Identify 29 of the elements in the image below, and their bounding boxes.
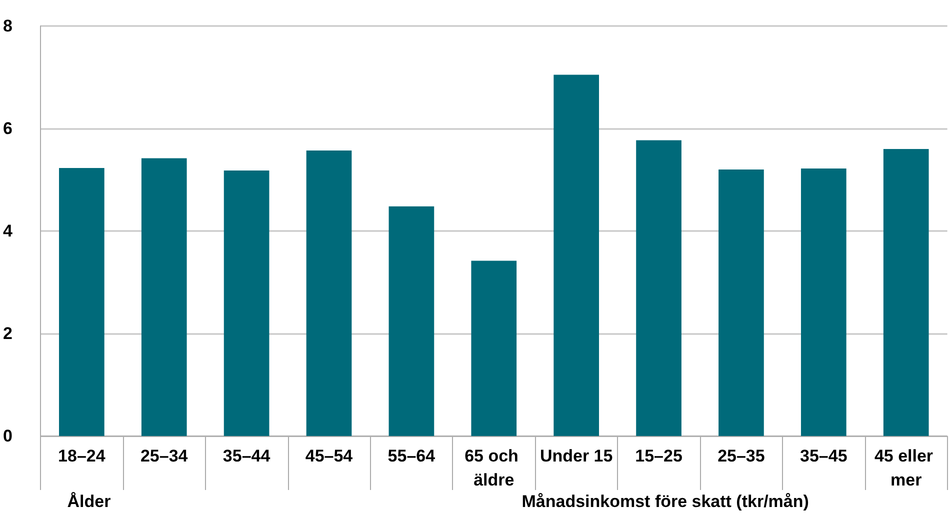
x-tick-label: 55–64 bbox=[388, 446, 436, 466]
y-tick-label: 4 bbox=[2, 222, 13, 240]
text: Ålder bbox=[67, 492, 112, 511]
y-tick-label: 0 bbox=[2, 426, 12, 446]
text: Månadsinkomst före skatt (tkr/mån) bbox=[522, 492, 809, 511]
x-tick-label: 15–25 bbox=[635, 446, 682, 466]
x-tick-label: 35–44 bbox=[222, 446, 271, 466]
bar bbox=[800, 168, 846, 436]
y-tick-label: 6 bbox=[2, 119, 12, 138]
y-tick-label: 2 bbox=[2, 324, 12, 343]
x-tick-label: 65 och äldre bbox=[464, 446, 524, 490]
x-tick-label: 25–34 bbox=[140, 446, 188, 466]
bar bbox=[388, 206, 434, 436]
bar bbox=[471, 260, 517, 436]
bar bbox=[59, 168, 104, 436]
x-tick-label: 18–24 bbox=[58, 446, 106, 466]
bar bbox=[141, 158, 187, 436]
bar bbox=[636, 140, 682, 436]
bar bbox=[554, 74, 599, 436]
x-tick-label: Under 15 bbox=[540, 446, 613, 466]
x-tick-label: 35–45 bbox=[800, 446, 848, 466]
bar bbox=[718, 170, 764, 436]
bar bbox=[224, 170, 270, 436]
y-tick-label: 8 bbox=[2, 16, 12, 36]
bar bbox=[883, 149, 929, 436]
x-tick-label: 45 eller mer bbox=[874, 446, 938, 490]
x-tick-label: 25–35 bbox=[718, 446, 765, 466]
x-tick-label: 45–54 bbox=[305, 446, 354, 466]
bar bbox=[306, 150, 352, 436]
